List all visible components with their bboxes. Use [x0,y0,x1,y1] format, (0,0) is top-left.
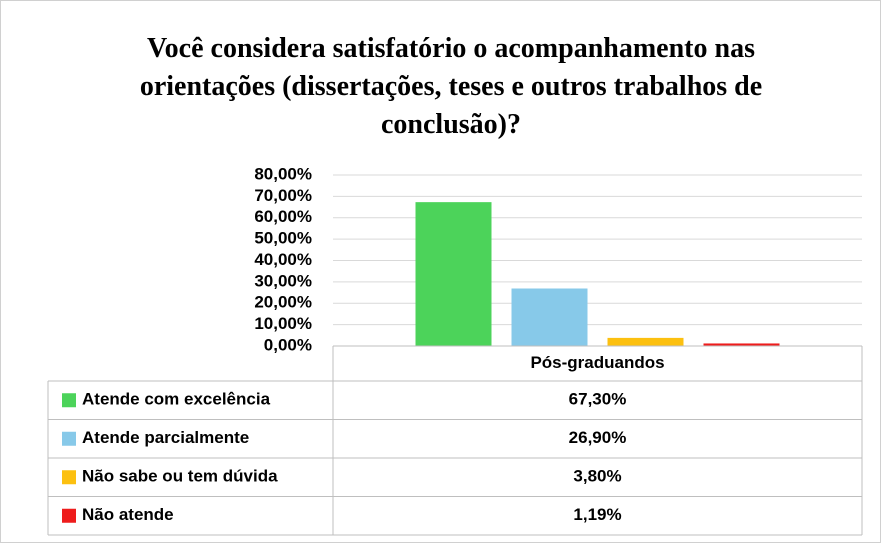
y-tick-label: 40,00% [254,250,312,269]
bar [607,337,684,346]
legend-label: Não atende [82,505,174,524]
legend-key [62,508,76,523]
bar [703,343,780,346]
bar [415,202,492,346]
table-value: 1,19% [573,505,621,524]
legend-label: Atende com excelência [82,390,271,409]
chart-title: Você considera satisfatório o acompanham… [139,33,763,140]
table-value: 67,30% [569,390,627,409]
y-tick-label: 60,00% [254,207,312,226]
legend-label: Não sabe ou tem dúvida [82,467,278,486]
y-tick-label: 70,00% [254,186,312,205]
y-tick-label: 80,00% [254,164,312,183]
y-tick-label: 50,00% [254,229,312,248]
table-value: 3,80% [573,467,621,486]
x-tick-label: Pós-graduandos [530,353,664,372]
y-tick-label: 20,00% [254,293,312,312]
bar [511,288,588,346]
y-tick-label: 0,00% [264,335,312,354]
y-tick-label: 30,00% [254,271,312,290]
legend-label: Atende parcialmente [82,428,249,447]
y-tick-label: 10,00% [254,314,312,333]
legend-key [62,431,76,446]
legend-key [62,393,76,408]
table-value: 26,90% [569,428,627,447]
legend-key [62,470,76,485]
